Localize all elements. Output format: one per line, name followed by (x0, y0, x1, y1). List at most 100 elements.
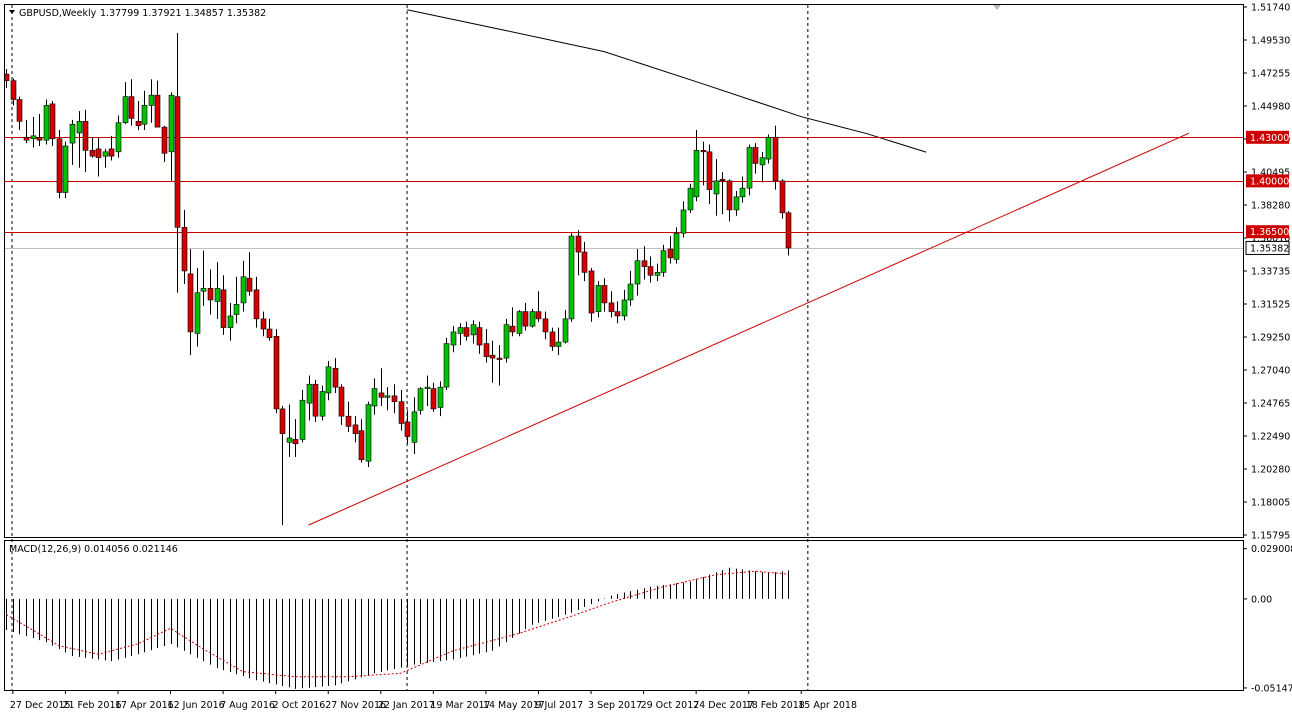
candle-69 (457, 323, 464, 346)
candle-75 (496, 345, 503, 386)
level-label-2: 1.36500 (1250, 227, 1289, 238)
price-tick-label: 1.27040 (1251, 366, 1290, 377)
candle-28 (187, 249, 194, 356)
candle-71 (470, 320, 477, 344)
candle-13 (89, 137, 96, 158)
candle-119 (785, 211, 792, 256)
candle-8 (56, 130, 63, 199)
candle-49 (325, 360, 332, 401)
time-tick-label: 9 Jul 2017 (535, 700, 583, 711)
candle-115 (759, 151, 766, 183)
candle-47 (312, 379, 319, 422)
time-tick-label: 24 Dec 2017 (693, 700, 754, 711)
candle-80 (529, 308, 536, 328)
level-label-box-0 (1246, 130, 1289, 144)
candle-74 (489, 340, 496, 383)
macd-layer (6, 567, 789, 689)
time-tick-label: 3 Sep 2017 (588, 700, 642, 711)
period-separators (11, 5, 809, 690)
candle-1 (10, 78, 17, 106)
candle-19 (128, 79, 135, 126)
candle-113 (746, 144, 753, 196)
time-tick-label: 2 Oct 2016 (273, 700, 326, 711)
candle-43 (286, 404, 293, 457)
candle-114 (752, 143, 759, 174)
price-tick-label: 1.51740 (1251, 3, 1290, 14)
price-tick-label: 1.20280 (1251, 465, 1290, 476)
price-tick-label: 1.33735 (1251, 267, 1290, 278)
trendline[interactable] (308, 132, 1190, 526)
price-axis[interactable]: 1.517401.495301.472551.449801.427701.404… (1243, 3, 1290, 542)
candle-0 (5, 69, 10, 88)
candle-58 (384, 387, 391, 411)
candle-32 (214, 262, 221, 319)
candle-39 (260, 311, 267, 337)
candle-99 (654, 263, 661, 282)
price-tick-label: 1.18005 (1251, 498, 1290, 509)
candle-73 (483, 329, 490, 363)
macd-tick-label: 0.029008 (1251, 544, 1292, 555)
candle-36 (240, 260, 247, 312)
candle-51 (338, 384, 345, 425)
candle-96 (634, 249, 641, 296)
candle-5 (36, 114, 43, 147)
candle-72 (476, 321, 483, 354)
candle-10 (69, 119, 76, 165)
candle-67 (443, 337, 450, 391)
candle-24 (161, 125, 168, 162)
candle-26 (174, 33, 181, 293)
candle-16 (108, 135, 115, 161)
macd-tick-label: -0.051476 (1251, 683, 1292, 694)
candle-21 (141, 90, 148, 131)
candle-7 (49, 100, 56, 147)
ohlc-readout: 1.37799 1.37921 1.34857 1.35382 (100, 8, 266, 19)
price-tick-label: 1.47255 (1251, 69, 1290, 80)
level-label-box-2 (1246, 225, 1289, 239)
candle-15 (102, 148, 109, 168)
candle-116 (765, 134, 772, 164)
time-tick-label: 21 Feb 2016 (62, 700, 121, 711)
candle-81 (535, 291, 542, 322)
candle-94 (621, 289, 628, 321)
candle-93 (614, 301, 621, 324)
candle-60 (398, 390, 405, 431)
candle-38 (253, 276, 260, 328)
candle-61 (404, 410, 411, 444)
candle-34 (227, 302, 234, 341)
price-tick-label: 1.36010 (1251, 234, 1290, 245)
candle-102 (673, 227, 680, 264)
candle-42 (279, 406, 286, 526)
candle-3 (23, 119, 30, 144)
candle-65 (430, 382, 437, 412)
candle-17 (115, 115, 122, 158)
time-tick-label: 17 Apr 2016 (115, 700, 174, 711)
candle-27 (181, 209, 188, 285)
candle-118 (779, 179, 786, 219)
price-tick-label: 1.24765 (1251, 399, 1290, 410)
candles (5, 33, 792, 526)
candle-11 (76, 111, 83, 168)
candle-52 (345, 401, 352, 433)
candle-90 (595, 281, 602, 318)
candle-68 (450, 326, 457, 353)
time-tick-label: 22 Jan 2017 (378, 700, 435, 711)
candle-29 (194, 268, 201, 347)
candle-88 (581, 241, 588, 282)
macd-signal-line (6, 570, 789, 678)
shift-marker-icon[interactable] (993, 5, 1001, 10)
time-tick-label: 19 Mar 2017 (430, 700, 490, 711)
candle-112 (739, 176, 746, 203)
candle-89 (588, 268, 595, 322)
price-levels (5, 137, 1243, 249)
level-label-0: 1.43000 (1250, 133, 1289, 144)
candle-109 (719, 172, 726, 215)
candle-100 (660, 244, 667, 277)
candle-84 (555, 327, 562, 356)
level-label-1: 1.40000 (1250, 176, 1289, 187)
dropdown-triangle-icon[interactable] (9, 10, 15, 14)
candle-91 (601, 278, 608, 312)
macd-title: MACD(12,26,9) 0.014056 0.021146 (9, 544, 178, 555)
candle-117 (772, 125, 779, 190)
candle-46 (306, 375, 313, 421)
